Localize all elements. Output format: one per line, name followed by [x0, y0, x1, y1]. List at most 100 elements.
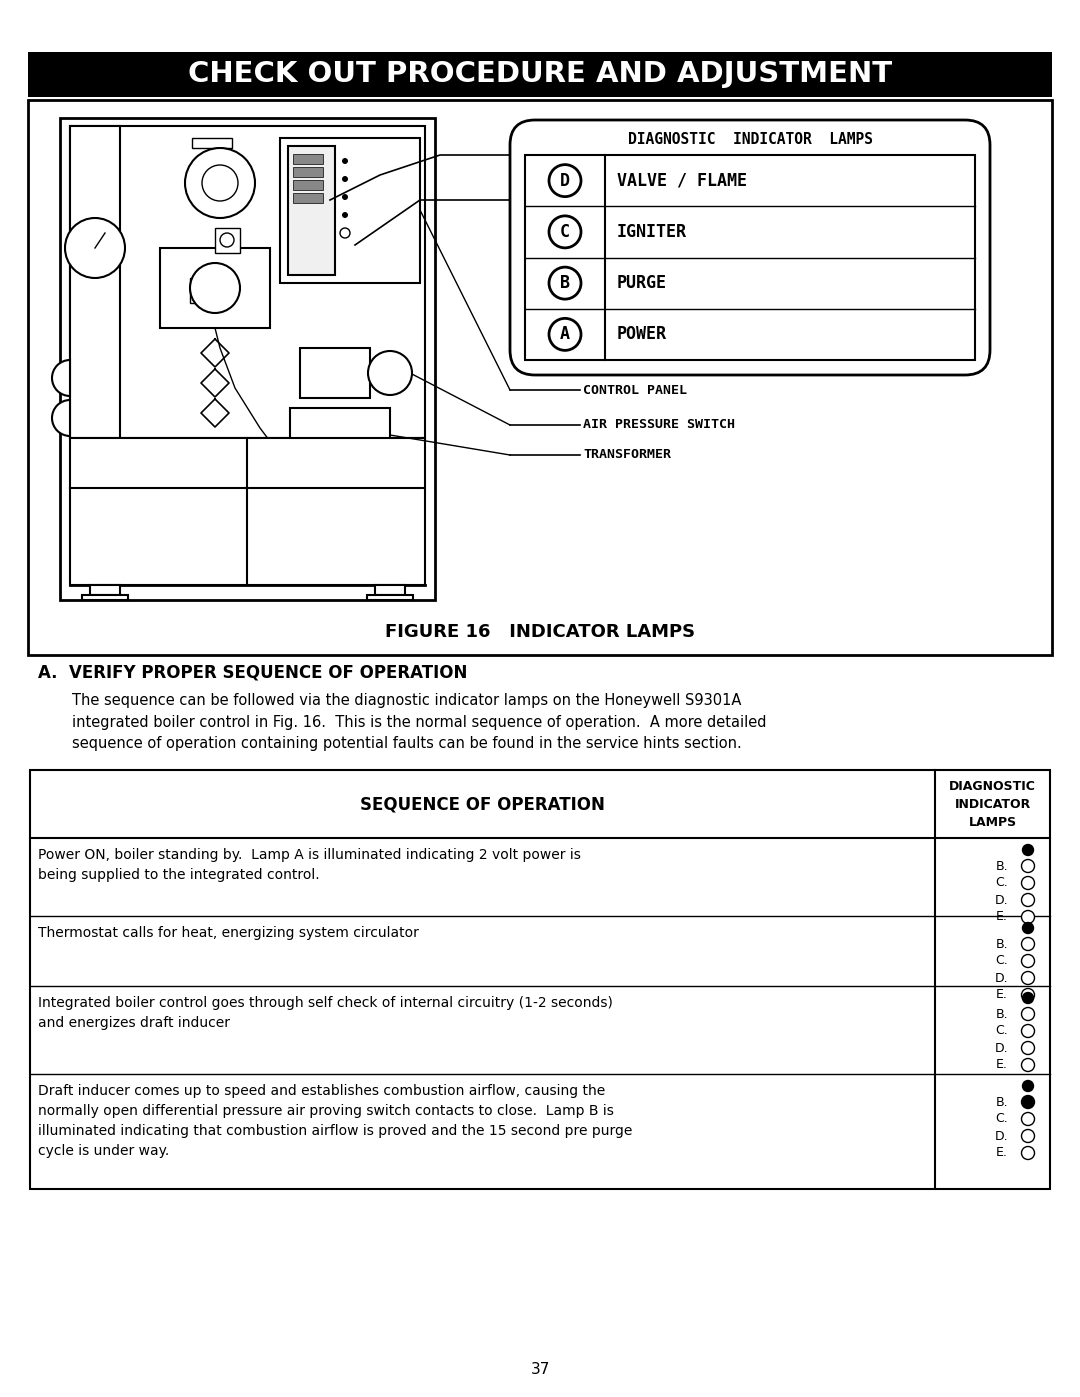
- Circle shape: [1022, 1095, 1035, 1108]
- Text: A.  VERIFY PROPER SEQUENCE OF OPERATION: A. VERIFY PROPER SEQUENCE OF OPERATION: [38, 664, 468, 682]
- Bar: [291, 408, 390, 462]
- Circle shape: [1022, 894, 1035, 907]
- Bar: [215, 228, 240, 253]
- Bar: [90, 585, 120, 595]
- Circle shape: [549, 267, 581, 299]
- Text: AIR PRESSURE SWITCH: AIR PRESSURE SWITCH: [583, 419, 735, 432]
- Text: POWER: POWER: [617, 326, 667, 344]
- Text: Thermostat calls for heat, energizing system circulator: Thermostat calls for heat, energizing sy…: [38, 926, 419, 940]
- Text: TRANSFORMER: TRANSFORMER: [583, 448, 671, 461]
- Circle shape: [1022, 1024, 1035, 1038]
- Bar: [28, 52, 1052, 96]
- Text: D.: D.: [995, 971, 1008, 985]
- Bar: [375, 585, 405, 595]
- Circle shape: [1022, 937, 1035, 950]
- Text: C.: C.: [996, 1024, 1008, 1038]
- Circle shape: [342, 158, 348, 163]
- Bar: [293, 168, 323, 177]
- Text: B.: B.: [996, 1095, 1008, 1108]
- Text: C.: C.: [996, 954, 1008, 968]
- Bar: [525, 155, 975, 360]
- Text: C: C: [561, 224, 570, 240]
- Text: B.: B.: [996, 1007, 1008, 1020]
- Bar: [30, 770, 1050, 1189]
- Text: IGNITER: IGNITER: [617, 224, 687, 240]
- Text: Draft inducer comes up to speed and establishes combustion airflow, causing the
: Draft inducer comes up to speed and esta…: [38, 1084, 633, 1158]
- Wedge shape: [52, 400, 70, 436]
- Text: C.: C.: [996, 876, 1008, 890]
- Circle shape: [549, 217, 581, 247]
- Circle shape: [1022, 1112, 1035, 1126]
- Text: DIAGNOSTIC  INDICATOR  LAMPS: DIAGNOSTIC INDICATOR LAMPS: [627, 133, 873, 148]
- Circle shape: [549, 165, 581, 197]
- Bar: [28, 101, 1052, 655]
- Circle shape: [1022, 989, 1035, 1002]
- Circle shape: [368, 351, 411, 395]
- Bar: [192, 138, 232, 148]
- Bar: [190, 278, 215, 303]
- Text: FIGURE 16   INDICATOR LAMPS: FIGURE 16 INDICATOR LAMPS: [384, 623, 696, 641]
- Circle shape: [1022, 859, 1035, 873]
- Circle shape: [340, 228, 350, 237]
- Text: B.: B.: [996, 937, 1008, 950]
- Text: DIAGNOSTIC
INDICATOR
LAMPS: DIAGNOSTIC INDICATOR LAMPS: [949, 780, 1036, 828]
- Bar: [293, 180, 323, 190]
- Circle shape: [1022, 1147, 1035, 1160]
- Bar: [60, 117, 435, 599]
- Circle shape: [1023, 922, 1034, 933]
- Text: E.: E.: [996, 1147, 1008, 1160]
- Text: D.: D.: [995, 894, 1008, 907]
- Circle shape: [1022, 971, 1035, 985]
- Circle shape: [65, 218, 125, 278]
- Text: C.: C.: [996, 1112, 1008, 1126]
- Text: A: A: [561, 326, 570, 344]
- Text: D.: D.: [995, 1042, 1008, 1055]
- Circle shape: [1022, 876, 1035, 890]
- Bar: [300, 348, 370, 398]
- Text: CHECK OUT PROCEDURE AND ADJUSTMENT: CHECK OUT PROCEDURE AND ADJUSTMENT: [188, 60, 892, 88]
- Circle shape: [1022, 1059, 1035, 1071]
- Circle shape: [342, 176, 348, 182]
- Bar: [82, 595, 129, 599]
- Bar: [367, 595, 413, 599]
- Bar: [70, 126, 120, 439]
- Circle shape: [190, 263, 240, 313]
- Bar: [70, 439, 426, 585]
- Text: B: B: [561, 274, 570, 292]
- Text: Power ON, boiler standing by.  Lamp A is illuminated indicating 2 volt power is
: Power ON, boiler standing by. Lamp A is …: [38, 848, 581, 882]
- Text: D: D: [561, 172, 570, 190]
- Circle shape: [1022, 1007, 1035, 1020]
- FancyBboxPatch shape: [510, 120, 990, 374]
- Circle shape: [185, 148, 255, 218]
- Text: B.: B.: [996, 859, 1008, 873]
- Circle shape: [342, 212, 348, 218]
- Circle shape: [1023, 845, 1034, 855]
- Text: VALVE / FLAME: VALVE / FLAME: [617, 172, 747, 190]
- Circle shape: [1023, 992, 1034, 1003]
- Text: 37: 37: [530, 1362, 550, 1377]
- Circle shape: [549, 319, 581, 351]
- Circle shape: [1022, 911, 1035, 923]
- Text: Integrated boiler control goes through self check of internal circuitry (1-2 sec: Integrated boiler control goes through s…: [38, 996, 612, 1030]
- Bar: [70, 126, 426, 439]
- Bar: [293, 154, 323, 163]
- Wedge shape: [52, 360, 70, 395]
- Circle shape: [1022, 1042, 1035, 1055]
- Circle shape: [342, 194, 348, 200]
- Text: E.: E.: [996, 989, 1008, 1002]
- Bar: [160, 249, 270, 328]
- Bar: [293, 193, 323, 203]
- Circle shape: [1023, 1080, 1034, 1091]
- Text: PURGE: PURGE: [617, 274, 667, 292]
- Circle shape: [220, 233, 234, 247]
- Circle shape: [1022, 1130, 1035, 1143]
- Text: E.: E.: [996, 1059, 1008, 1071]
- Bar: [288, 147, 335, 275]
- Text: SEQUENCE OF OPERATION: SEQUENCE OF OPERATION: [360, 795, 605, 813]
- Circle shape: [202, 165, 238, 201]
- Text: E.: E.: [996, 911, 1008, 923]
- Text: The sequence can be followed via the diagnostic indicator lamps on the Honeywell: The sequence can be followed via the dia…: [72, 693, 767, 752]
- Bar: [280, 138, 420, 284]
- Text: D.: D.: [995, 1130, 1008, 1143]
- Circle shape: [1022, 954, 1035, 968]
